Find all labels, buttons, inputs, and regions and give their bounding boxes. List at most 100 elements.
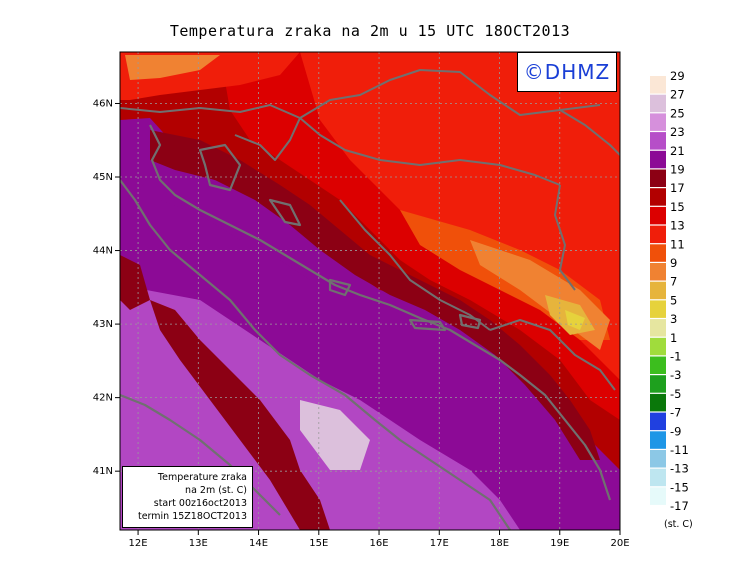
legend-label: 9 [670,256,677,270]
info-variable: Temperature zraka [157,472,247,483]
legend-swatch [650,412,666,431]
italy-west-land [120,255,150,310]
y-tick-label: 44N [93,246,113,257]
map-title: Temperatura zraka na 2m u 15 UTC 18OCT20… [169,22,571,40]
legend-swatch [650,393,666,412]
island-2 [328,278,352,297]
legend-label: 29 [670,70,685,83]
x-tick-label: 19E [550,538,569,549]
y-tick-label: 41N [93,466,113,477]
legend-label: 3 [670,312,677,326]
legend-label: 17 [670,181,685,195]
map-frame [119,51,621,531]
balkan-peak-2 [565,310,585,330]
legend-swatch [650,113,666,131]
x-tick-label: 15E [309,538,328,549]
legend-label: -11 [670,443,689,457]
border-montenegro [489,319,616,391]
italy-west-coast [120,393,281,516]
legend-swatch [650,450,666,468]
istria-outline [198,143,242,192]
legend-swatch [650,468,666,487]
legend-swatch [650,356,666,374]
legend-swatch [650,94,666,113]
legend-label: -17 [670,499,689,513]
legend-label: -13 [670,462,689,476]
legend-swatch [650,225,666,244]
legend-swatch [650,188,666,206]
border-croatia-hungary [299,69,601,119]
forecast-info-box: Temperature zraka na 2m (st. C) start 00… [122,466,253,528]
y-tick-label: 46N [93,98,113,109]
legend-label: 15 [670,200,685,214]
island-3 [408,318,447,332]
border-hungary-serbia [559,109,620,156]
legend-swatch [650,337,666,356]
legend-label: 1 [670,331,677,345]
grid-lines [120,52,620,530]
x-tick-label: 16E [370,538,389,549]
legend-swatch [650,431,666,449]
x-tick-label: 14E [249,538,268,549]
legend-label: 21 [670,144,685,158]
y-tick-label: 43N [93,319,113,330]
legend-swatch [650,487,666,505]
border-slovenia-austria [120,104,301,119]
adriatic-sea-warmest [300,400,370,470]
info-start: start 00z16oct2013 [153,498,247,509]
x-axis-ticks: 12E 13E 14E 15E 16E 17E 18E 19E 20E [129,530,630,549]
border-slovenia-croatia [234,117,346,161]
alps-cooler [125,55,220,80]
legend-swatch [650,300,666,318]
legend-unit: (st. C) [664,519,693,530]
legend-label: 23 [670,125,685,139]
x-tick-label: 17E [430,538,449,549]
legend-swatch [650,169,666,187]
legend-swatch [650,263,666,281]
legend-label: 19 [670,163,685,177]
legend-label: 11 [670,237,685,251]
y-tick-label: 45N [93,172,113,183]
legend-swatch [650,244,666,262]
italy-hot-band-top [150,300,330,530]
legend-label: 25 [670,106,685,120]
adriatic-west-coast [120,179,511,530]
legend-label: 5 [670,293,677,307]
legend-label: -7 [670,406,681,420]
x-tick-label: 13E [189,538,208,549]
legend-swatch [650,319,666,337]
island-1 [268,198,302,227]
x-tick-label: 12E [129,538,148,549]
legend-swatch [650,281,666,300]
legend-swatch [650,206,666,225]
x-tick-label: 18E [490,538,509,549]
info-units: na 2m (st. C) [185,485,247,496]
legend-label: -1 [670,350,681,364]
x-tick-label: 20E [610,538,629,549]
legend-label: -9 [670,424,681,438]
legend-swatch [650,506,666,520]
coastal-warm-strip [150,130,600,460]
border-bosnia-west [339,199,491,331]
dhmz-credit: ©DHMZ [517,52,617,92]
y-axis-ticks: 41N 42N 43N 44N 45N 46N [93,98,120,477]
border-serbia-bosnia [554,184,576,291]
legend-label: -5 [670,387,681,401]
info-termin: termin 15Z18OCT2013 [137,511,247,522]
legend-label: -15 [670,480,689,494]
legend-label: -3 [670,368,681,382]
adriatic-east-coast [149,124,612,501]
legend-swatch [650,150,666,169]
legend-label: 7 [670,275,677,289]
legend-swatch [650,375,666,393]
y-tick-label: 42N [93,393,113,404]
border-croatia-bosnia-north [344,149,561,186]
coastlines [120,124,612,530]
legend-swatch [650,76,666,94]
legend-swatch [650,132,666,150]
temperature-legend: 29 27 25 23 21 19 17 15 13 11 9 7 5 3 1 -1 -3 -5 -7 -9 -11 -1… [650,70,689,520]
legend-label: 13 [670,219,685,233]
legend-label: 27 [670,88,685,102]
borders [120,69,620,391]
